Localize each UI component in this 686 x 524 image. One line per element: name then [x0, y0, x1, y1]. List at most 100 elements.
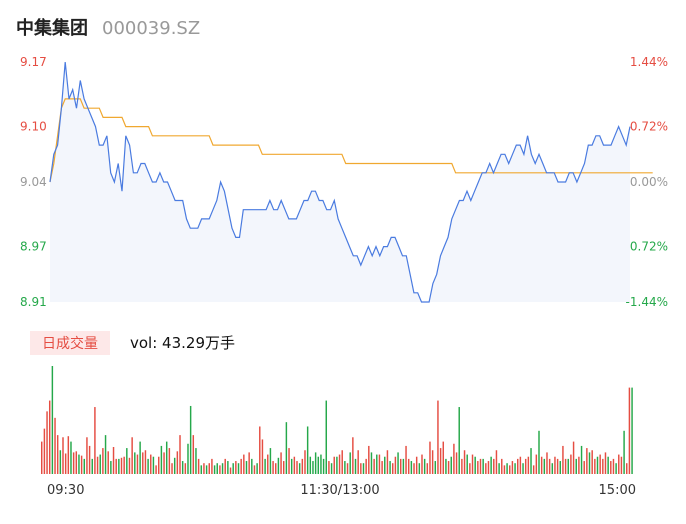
- volume-bar: [243, 454, 245, 474]
- volume-bar: [493, 458, 495, 474]
- volume-bar: [344, 461, 346, 474]
- volume-bar: [301, 458, 304, 474]
- volume-bar: [195, 448, 197, 474]
- volume-bar: [482, 458, 484, 474]
- volume-bar: [519, 456, 522, 474]
- volume-bar: [610, 461, 612, 474]
- volume-bar: [208, 463, 210, 474]
- stock-code: 000039.SZ: [102, 18, 201, 39]
- volume-bar: [136, 454, 139, 474]
- volume-bar: [389, 461, 391, 474]
- volume-bar: [296, 461, 298, 474]
- volume-bar: [211, 458, 213, 474]
- volume-bar: [336, 456, 338, 474]
- volume-bar: [439, 448, 442, 474]
- volume-bar: [221, 463, 224, 474]
- x-tick-label: 09:30: [47, 483, 84, 498]
- volume-bar: [578, 456, 580, 474]
- volume-bar: [248, 452, 250, 474]
- volume-bar: [588, 452, 591, 474]
- volume-bar: [267, 454, 269, 474]
- volume-bar: [405, 445, 407, 474]
- volume-bar: [219, 465, 221, 474]
- volume-bar: [466, 454, 468, 474]
- volume-bar: [269, 448, 272, 474]
- volume-bar: [506, 463, 508, 474]
- volume-bar: [59, 450, 62, 474]
- volume-bar: [131, 437, 133, 474]
- volume-bar: [612, 458, 615, 474]
- volume-bar: [80, 455, 83, 474]
- volume-bar: [155, 465, 157, 474]
- volume-bar: [360, 463, 362, 474]
- volume-bar: [184, 463, 187, 474]
- volume-bar: [511, 461, 514, 474]
- volume-bar: [556, 458, 559, 474]
- y-tick-right: 0.00%: [630, 175, 668, 189]
- volume-bar: [75, 451, 78, 474]
- volume-bar: [368, 445, 370, 474]
- volume-bar: [509, 465, 511, 474]
- volume-bar: [378, 454, 381, 474]
- volume-bar: [224, 458, 226, 474]
- volume-bar: [83, 458, 86, 474]
- volume-bar: [423, 458, 426, 474]
- volume-bar: [442, 441, 444, 474]
- volume-bar: [62, 437, 64, 474]
- volume-bar: [559, 461, 561, 474]
- y-tick-left: 8.97: [20, 240, 47, 254]
- volume-bar: [591, 450, 593, 474]
- volume-bar: [618, 454, 620, 474]
- volume-bar: [421, 454, 423, 474]
- volume-bar: [447, 461, 450, 474]
- volume-bar: [373, 458, 375, 474]
- volume-bar: [288, 448, 290, 474]
- volume-bar: [551, 463, 554, 474]
- volume-bar: [197, 458, 200, 474]
- volume-bar: [240, 458, 242, 474]
- volume-bar: [546, 452, 548, 474]
- volume-bar: [261, 439, 264, 474]
- volume-bar: [437, 400, 439, 474]
- volume-bar: [429, 441, 431, 474]
- y-tick-right: 1.44%: [630, 55, 668, 69]
- volume-bar: [134, 452, 136, 474]
- volume-bar: [256, 463, 258, 474]
- y-tick-right: 0.72%: [630, 120, 668, 134]
- volume-bar: [431, 450, 434, 474]
- volume-bar: [352, 437, 354, 474]
- volume-bar: [189, 405, 192, 474]
- volume-bar: [107, 451, 109, 474]
- volume-bar: [56, 435, 59, 474]
- volume-bar: [179, 435, 181, 474]
- volume-bar: [434, 461, 437, 474]
- volume-tab[interactable]: 日成交量: [30, 331, 110, 355]
- volume-bar: [413, 463, 415, 474]
- volume-bar: [495, 450, 498, 474]
- volume-bar: [328, 461, 330, 474]
- volume-bar: [277, 457, 280, 474]
- volume-bar: [548, 458, 551, 474]
- volume-bar: [503, 465, 506, 474]
- volume-bar: [450, 456, 452, 474]
- volume-bar: [338, 454, 341, 474]
- volume-bar: [333, 456, 335, 474]
- volume-bar: [410, 461, 413, 474]
- volume-bar: [426, 463, 429, 474]
- volume-bar: [70, 441, 72, 474]
- volume-bar: [94, 407, 96, 474]
- volume-bar: [163, 452, 165, 474]
- volume-bar: [354, 458, 357, 474]
- volume-bar: [453, 443, 455, 474]
- volume-bar: [229, 467, 232, 474]
- volume-bar: [498, 463, 500, 474]
- volume-bar: [602, 458, 604, 474]
- volume-bar: [530, 448, 532, 474]
- volume-bar: [346, 463, 349, 474]
- volume-bar: [72, 452, 75, 474]
- volume-bar: [67, 436, 70, 474]
- volume-bar: [192, 435, 195, 474]
- volume-bar: [501, 458, 503, 474]
- volume-bar: [128, 457, 131, 474]
- volume-bar: [604, 452, 607, 474]
